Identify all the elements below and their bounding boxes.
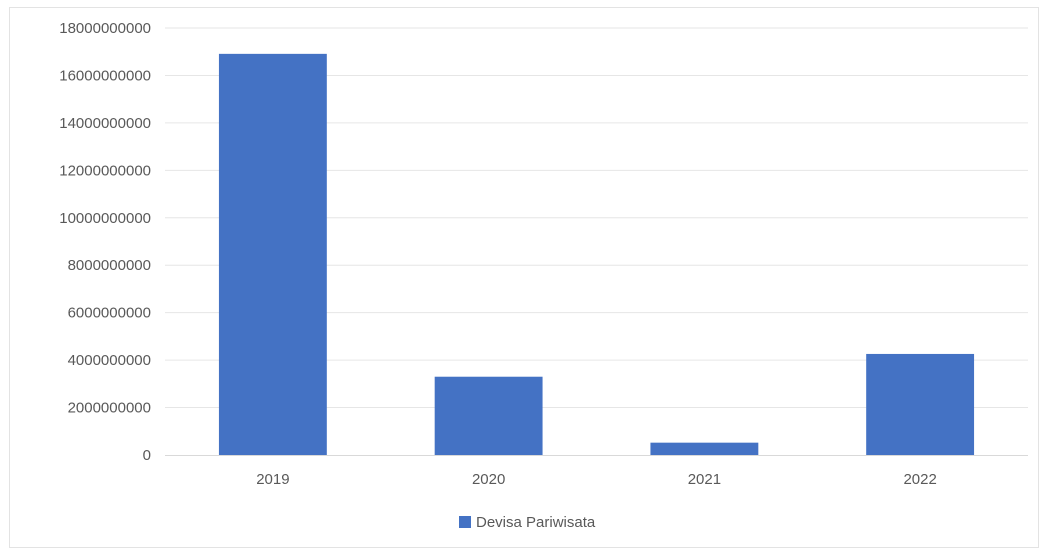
bars — [218, 53, 975, 455]
bar-2021 — [650, 442, 759, 455]
y-tick-label: 0 — [143, 447, 151, 464]
x-axis-tick-labels: 2019 2020 2021 2022 — [256, 471, 937, 488]
chart-frame — [9, 7, 1039, 548]
y-tick-label: 8000000000 — [68, 257, 151, 274]
y-axis-tick-labels: 0 2000000000 4000000000 6000000000 800000000… — [59, 20, 151, 464]
x-tick-label-2019: 2019 — [256, 471, 289, 488]
y-tick-label: 16000000000 — [59, 67, 151, 84]
y-tick-label: 4000000000 — [68, 352, 151, 369]
x-tick-label-2020: 2020 — [472, 471, 505, 488]
y-tick-label: 10000000000 — [59, 210, 151, 227]
x-tick-label-2021: 2021 — [688, 471, 721, 488]
y-tick-label: 2000000000 — [68, 400, 151, 417]
y-tick-label: 18000000000 — [59, 20, 151, 37]
y-tick-label: 12000000000 — [59, 162, 151, 179]
y-tick-label: 14000000000 — [59, 115, 151, 132]
legend: Devisa Pariwisata — [459, 514, 596, 531]
x-tick-label-2022: 2022 — [903, 471, 936, 488]
bar-2022 — [866, 353, 975, 455]
legend-swatch — [459, 516, 471, 528]
bar-2019 — [218, 53, 327, 455]
bar-2020 — [434, 376, 543, 455]
y-tick-label: 6000000000 — [68, 305, 151, 322]
legend-label-devisa-pariwisata: Devisa Pariwisata — [476, 514, 596, 531]
